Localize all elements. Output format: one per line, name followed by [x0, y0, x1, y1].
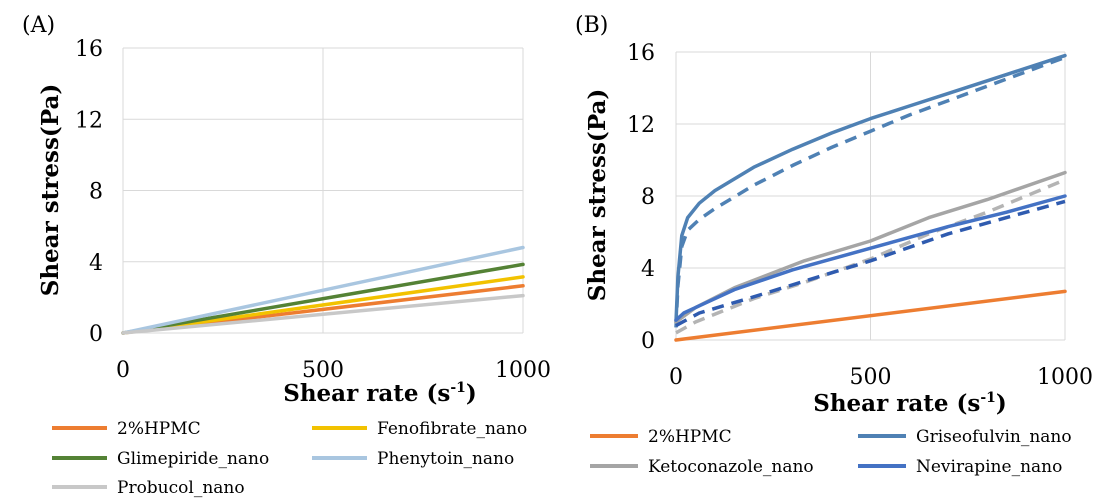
- series-line-5: [674, 194, 1067, 322]
- series-line-2: [121, 262, 525, 335]
- series-line-1: [121, 275, 525, 335]
- y-tick-label-1: 4: [89, 251, 103, 276]
- y-tick-label-2: 8: [89, 180, 103, 205]
- legend-label-3: Nevirapine_nano: [916, 457, 1062, 477]
- y-axis-title: Shear stress(Pa): [37, 84, 64, 297]
- series-line-0: [674, 289, 1067, 342]
- x-tick-label-2: 1000: [1037, 365, 1093, 390]
- series-line-2: [674, 55, 1066, 328]
- legend-label-2: Ketoconazole_nano: [648, 457, 814, 477]
- legend-label-1: Griseofulvin_nano: [916, 427, 1072, 447]
- y-tick-label-3: 12: [75, 108, 103, 133]
- x-axis-title-main: Shear rate (s: [813, 390, 980, 417]
- x-axis-title: Shear rate (s-1): [813, 390, 1007, 417]
- legend-label-0: 2%HPMC: [648, 427, 732, 447]
- panel-label: (B): [575, 13, 608, 38]
- panel-label: (A): [22, 13, 55, 38]
- y-axis-title: Shear stress(Pa): [584, 89, 611, 302]
- x-tick-label-1: 500: [850, 365, 892, 390]
- x-axis-title: Shear rate (s-1): [283, 380, 477, 407]
- legend-label-3: Phenytoin_nano: [377, 449, 514, 469]
- legend-label-2: Glimepiride_nano: [117, 449, 269, 469]
- x-tick-label-1: 500: [302, 358, 344, 383]
- y-tick-label-1: 4: [641, 257, 655, 282]
- y-tick-label-2: 8: [641, 185, 655, 210]
- x-tick-label-2: 1000: [495, 358, 551, 383]
- x-axis-title-close: ): [996, 390, 1007, 417]
- x-axis-title-superscript: -1: [450, 380, 466, 396]
- y-tick-label-3: 12: [627, 113, 655, 138]
- legend-label-4: Probucol_nano: [117, 478, 245, 498]
- y-tick-label-0: 0: [641, 329, 655, 354]
- y-tick-label-0: 0: [89, 322, 103, 347]
- series-line-4: [675, 178, 1066, 335]
- series-line-4: [121, 293, 525, 335]
- y-tick-label-4: 16: [75, 37, 103, 62]
- x-tick-label-0: 0: [669, 365, 683, 390]
- legend-label-1: Fenofibrate_nano: [377, 419, 527, 439]
- x-axis-title-main: Shear rate (s: [283, 380, 450, 407]
- x-tick-label-0: 0: [116, 358, 130, 383]
- y-tick-label-4: 16: [627, 41, 655, 66]
- series-line-1: [674, 53, 1067, 324]
- series-line-3: [121, 245, 525, 335]
- x-axis-title-superscript: -1: [980, 390, 996, 406]
- x-axis-title-close: ): [466, 380, 477, 407]
- legend-label-0: 2%HPMC: [117, 419, 201, 439]
